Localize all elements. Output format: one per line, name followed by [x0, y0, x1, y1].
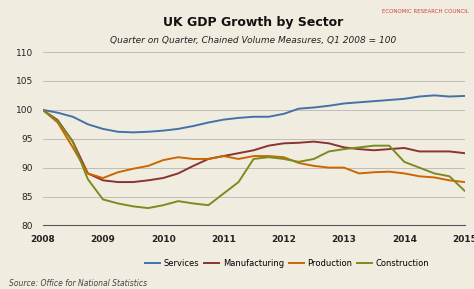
Text: Quarter on Quarter, Chained Volume Measures, Q1 2008 = 100: Quarter on Quarter, Chained Volume Measu… — [110, 36, 397, 45]
Legend: Services, Manufacturing, Production, Construction: Services, Manufacturing, Production, Con… — [142, 255, 433, 271]
Text: ECONOMIC RESEARCH COUNCIL: ECONOMIC RESEARCH COUNCIL — [383, 9, 469, 14]
Text: UK GDP Growth by Sector: UK GDP Growth by Sector — [164, 16, 344, 29]
Text: Source: Office for National Statistics: Source: Office for National Statistics — [9, 279, 147, 288]
